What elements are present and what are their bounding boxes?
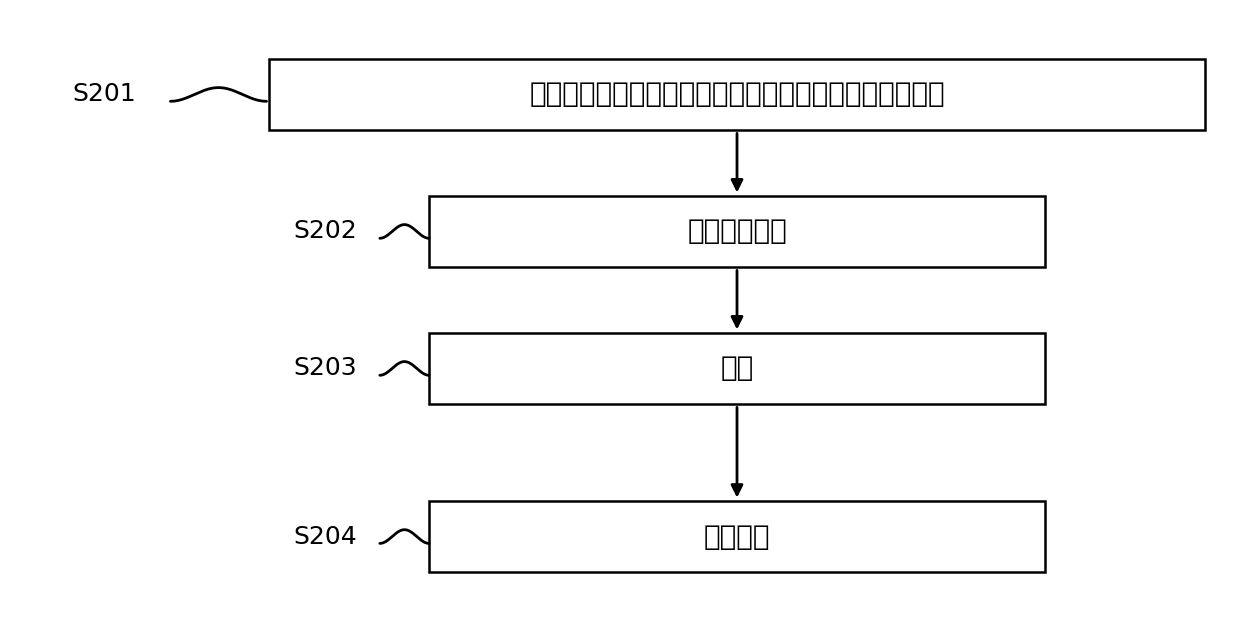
Bar — [429, 196, 1045, 268]
Text: S204: S204 — [294, 524, 357, 548]
Text: 数据融合: 数据融合 — [704, 522, 770, 550]
Text: S202: S202 — [294, 220, 357, 244]
Bar — [429, 501, 1045, 572]
Text: 滤波: 滤波 — [720, 355, 754, 382]
Text: 语音活动检测: 语音活动检测 — [687, 218, 787, 245]
Bar — [269, 59, 1205, 130]
Text: S201: S201 — [72, 83, 135, 107]
Text: 获取麦克风采集的语音信号，以及传感器采集的振动信号: 获取麦克风采集的语音信号，以及传感器采集的振动信号 — [529, 81, 945, 109]
Text: S203: S203 — [294, 357, 357, 380]
Bar — [429, 333, 1045, 404]
